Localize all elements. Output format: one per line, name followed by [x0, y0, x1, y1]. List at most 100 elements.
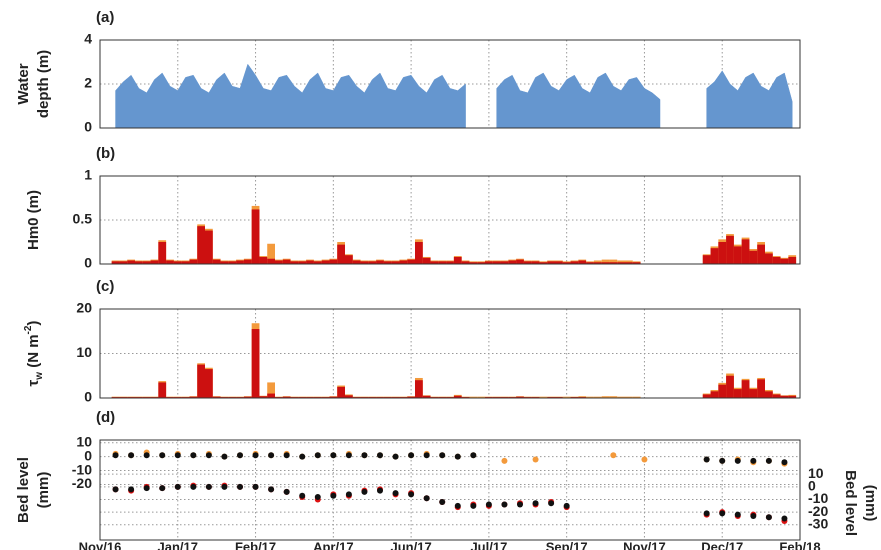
bar	[243, 259, 252, 264]
scatter-point	[143, 452, 150, 459]
scatter-point	[439, 499, 446, 506]
bar	[718, 242, 727, 264]
bar	[422, 257, 431, 264]
y-axis-label: Water depth (m)	[15, 50, 52, 118]
x-tick-label: Feb/18	[779, 539, 820, 550]
scatter-point	[470, 452, 477, 459]
y-axis-label-part: (N m	[25, 334, 42, 372]
bar	[205, 230, 213, 264]
scatter-point	[703, 456, 710, 463]
panel-label: (d)	[96, 409, 115, 426]
bar	[453, 256, 462, 264]
bar	[158, 382, 167, 398]
scatter-point	[159, 452, 166, 459]
scatter-point	[314, 493, 321, 500]
bar	[158, 242, 167, 264]
scatter-point	[781, 515, 788, 522]
y-tick-label: 0	[84, 119, 92, 135]
panel-label: (c)	[96, 278, 114, 295]
bar	[485, 261, 493, 264]
scatter-point	[377, 487, 383, 494]
bar	[492, 261, 501, 264]
scatter-point	[719, 510, 726, 517]
scatter-point	[252, 483, 259, 490]
bar	[259, 396, 268, 398]
scatter-point	[221, 453, 228, 460]
bar	[617, 396, 625, 398]
bar	[601, 259, 610, 264]
bar	[516, 396, 524, 398]
bar	[205, 369, 213, 398]
bar	[593, 396, 602, 398]
scatter-point	[190, 452, 197, 459]
bar	[243, 396, 252, 398]
bar	[555, 261, 563, 264]
bar	[376, 260, 384, 264]
scatter-point	[205, 452, 212, 459]
bar	[508, 260, 517, 264]
bar	[166, 260, 174, 264]
scatter-point	[517, 501, 523, 508]
bar	[547, 261, 555, 264]
bar	[345, 395, 353, 398]
scatter-point	[485, 501, 492, 508]
bar	[453, 395, 462, 398]
bar	[562, 396, 571, 398]
y-tick-label: 20	[76, 300, 92, 316]
bar	[523, 261, 532, 264]
x-tick-label: Jul/17	[470, 539, 507, 550]
plot-frame	[99, 39, 801, 129]
bar	[220, 261, 229, 264]
x-tick-label: Sep/17	[546, 539, 588, 550]
bar	[321, 260, 330, 264]
scatter-point	[454, 502, 461, 509]
bar	[601, 262, 610, 264]
bar	[275, 260, 283, 264]
bar	[733, 246, 742, 264]
plot-frame	[99, 175, 801, 265]
y-axis-label-line: Bed level	[842, 470, 859, 536]
y-axis-label-line: (mm)	[862, 485, 879, 522]
bar	[306, 260, 314, 264]
y2-tick-label: 10	[808, 465, 824, 481]
bar	[228, 261, 237, 264]
x-tick-label: Feb/17	[235, 539, 276, 550]
bar	[632, 262, 641, 264]
y2-tick-label: -20	[808, 503, 828, 519]
bar	[757, 244, 765, 264]
bar	[383, 261, 392, 264]
bar	[150, 260, 159, 264]
bar	[329, 396, 338, 398]
scatter-point	[501, 501, 508, 508]
scatter-point	[454, 453, 461, 460]
scatter-point	[470, 502, 477, 509]
bar	[749, 250, 758, 264]
scatter-point	[641, 456, 648, 463]
bar	[313, 261, 322, 264]
bar	[189, 396, 198, 398]
scatter-point	[221, 483, 228, 490]
bar	[197, 226, 205, 264]
bar	[531, 261, 540, 264]
scatter-point	[112, 452, 119, 459]
scatter-point	[408, 491, 415, 498]
y-axis-label: τw (N m-2)	[23, 321, 45, 387]
scatter-point	[439, 452, 446, 459]
bar	[788, 256, 797, 264]
bar	[422, 395, 431, 398]
bar	[251, 329, 260, 398]
bar	[609, 396, 618, 398]
bar	[290, 261, 299, 264]
bar	[586, 262, 594, 264]
bar	[337, 244, 345, 264]
bar	[601, 396, 610, 398]
x-tick-label: Nov/17	[623, 539, 666, 550]
y-axis-label-line: Water	[15, 63, 32, 104]
bar	[352, 260, 361, 264]
bar	[710, 248, 719, 264]
y-tick-label: -20	[72, 475, 92, 491]
scatter-point	[610, 452, 617, 459]
bar	[345, 255, 353, 264]
scatter-point	[112, 486, 119, 493]
bar	[741, 239, 750, 264]
